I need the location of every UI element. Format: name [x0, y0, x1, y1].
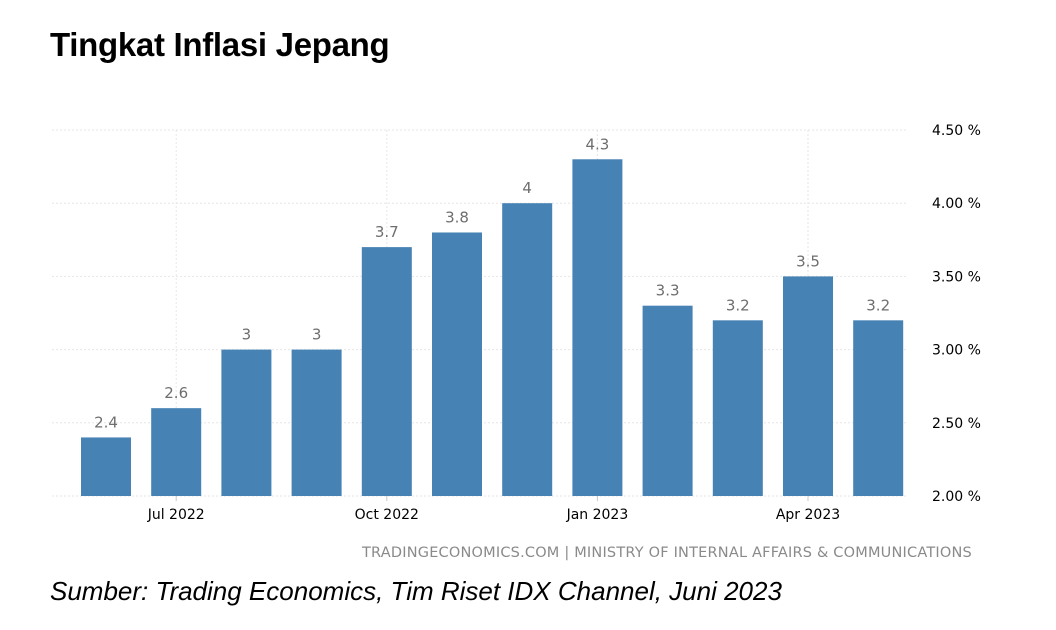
data-label: 3.3	[656, 282, 680, 300]
y-tick-label: 4.50 %	[932, 123, 981, 139]
data-label: 4.3	[585, 135, 609, 153]
y-axis: 2.00 % 2.50 % 3.00 % 3.50 % 4.00 % 4.50 %	[932, 123, 981, 505]
data-label: 2.4	[94, 413, 118, 431]
bar	[151, 408, 202, 496]
bar	[783, 276, 833, 496]
bar	[361, 247, 412, 496]
source-attribution: TRADINGECONOMICS.COM | MINISTRY OF INTER…	[362, 545, 972, 561]
bars	[81, 159, 904, 497]
data-label: 4	[522, 179, 532, 197]
data-label: 3.8	[445, 208, 469, 226]
bar-chart: 2.4 2.6 3 3 3.7 3.8 4 4.3 3.3 3.2 3.5 3.2 2.00 % 2.5…	[52, 123, 981, 523]
data-label: 3.7	[375, 223, 399, 241]
x-axis: Jul 2022 Oct 2022 Jan 2023 Apr 2023	[147, 496, 840, 523]
data-label: 3.2	[866, 296, 890, 314]
bar	[432, 232, 482, 497]
data-label: 3	[312, 326, 322, 344]
bar	[502, 203, 553, 496]
bar	[291, 349, 342, 496]
bar	[853, 320, 904, 496]
x-tick-label: Jul 2022	[147, 507, 205, 523]
caption: Sumber: Trading Economics, Tim Riset IDX…	[50, 576, 782, 606]
bar	[81, 437, 131, 496]
x-tick-label: Jan 2023	[566, 507, 629, 523]
y-tick-label: 2.00 %	[932, 489, 981, 505]
bar	[221, 349, 272, 496]
x-tick-label: Apr 2023	[776, 507, 840, 523]
y-tick-label: 3.00 %	[932, 343, 981, 359]
y-tick-label: 2.50 %	[932, 416, 981, 432]
bar	[572, 159, 623, 496]
data-label: 3.2	[726, 296, 750, 314]
chart-title: Tingkat Inflasi Jepang	[50, 26, 390, 63]
data-label: 3	[242, 326, 252, 344]
y-tick-label: 3.50 %	[932, 269, 981, 285]
bar	[642, 305, 693, 496]
data-labels: 2.4 2.6 3 3 3.7 3.8 4 4.3 3.3 3.2 3.5 3.2	[94, 135, 890, 431]
data-label: 2.6	[164, 384, 188, 402]
data-label: 3.5	[796, 252, 820, 270]
x-tick-label: Oct 2022	[355, 507, 419, 523]
y-tick-label: 4.00 %	[932, 196, 981, 212]
bar	[712, 320, 763, 496]
